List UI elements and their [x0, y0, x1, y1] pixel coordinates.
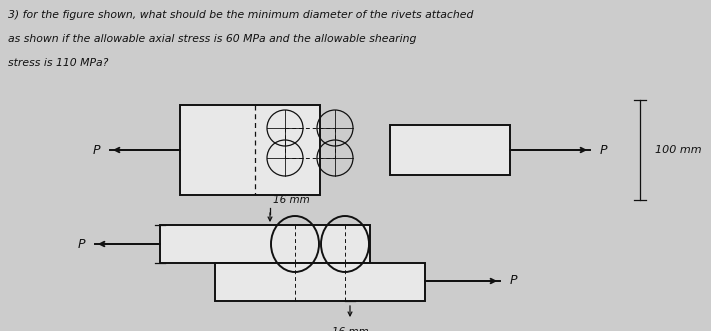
Bar: [215, 263, 425, 301]
Text: P: P: [600, 144, 607, 157]
Bar: [390, 125, 510, 175]
Text: as shown if the allowable axial stress is 60 MPa and the allowable shearing: as shown if the allowable axial stress i…: [8, 34, 417, 44]
Bar: [180, 105, 320, 195]
Text: 3) for the figure shown, what should be the minimum diameter of the rivets attac: 3) for the figure shown, what should be …: [8, 10, 474, 20]
Text: 16 mm: 16 mm: [331, 327, 368, 331]
Bar: [160, 225, 370, 263]
Text: 100 mm: 100 mm: [655, 145, 702, 155]
Text: 16 mm: 16 mm: [273, 195, 310, 205]
Text: P: P: [510, 274, 518, 288]
Text: P: P: [92, 144, 100, 157]
Text: P: P: [77, 238, 85, 251]
Text: stress is 110 MPa?: stress is 110 MPa?: [8, 58, 108, 68]
